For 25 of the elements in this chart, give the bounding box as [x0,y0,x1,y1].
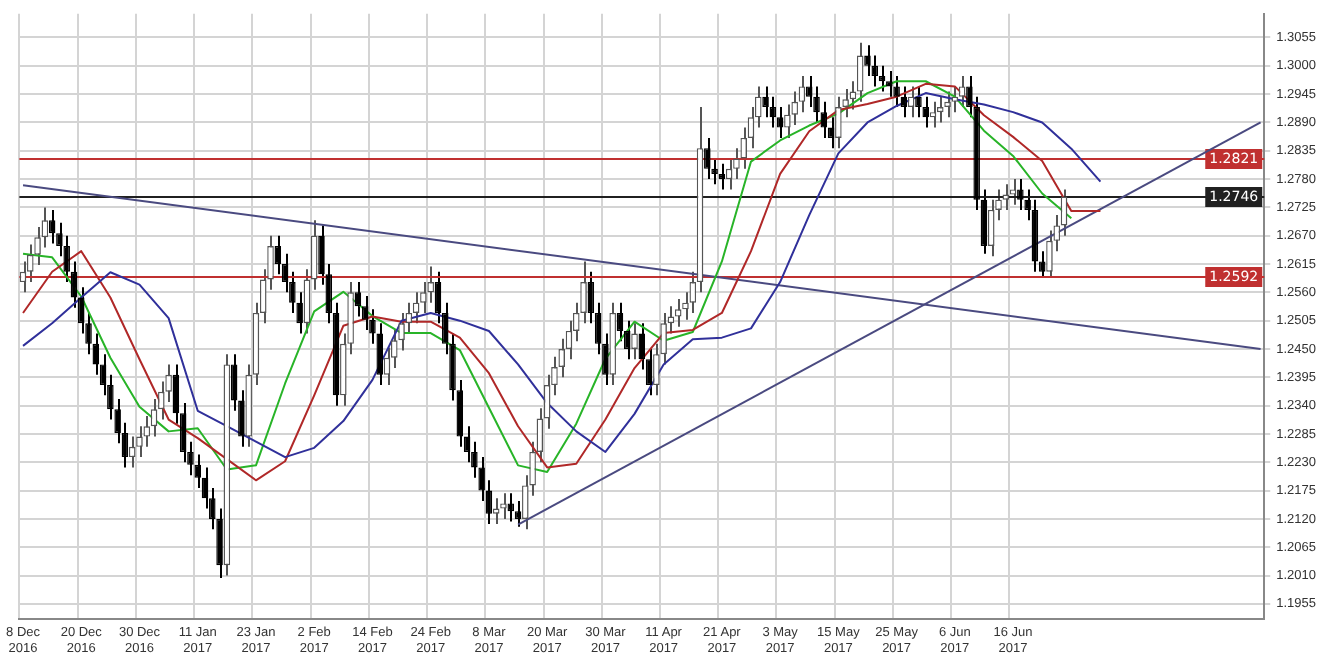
candlestick [514,499,522,528]
candlestick [616,301,624,343]
candlestick [907,85,915,119]
candlestick [856,41,864,103]
candlestick [412,291,420,325]
candlestick [507,492,515,523]
candlestick [674,298,682,328]
candlestick [128,435,136,469]
candlestick [958,75,966,108]
candlestick [48,208,56,245]
candlestick [718,162,726,191]
candlestick [937,95,944,124]
candlestick [354,281,362,318]
candlestick [27,243,34,284]
candlestick [383,346,391,387]
candlestick [274,234,282,276]
candlestick [835,95,842,150]
candlestick [704,136,711,181]
candlestick [805,75,813,108]
candlestick [922,95,929,129]
candlestick [725,157,733,191]
candlestick [944,90,951,119]
candlestick [19,260,27,294]
candlestick [1017,178,1024,211]
candlestick [987,198,995,258]
